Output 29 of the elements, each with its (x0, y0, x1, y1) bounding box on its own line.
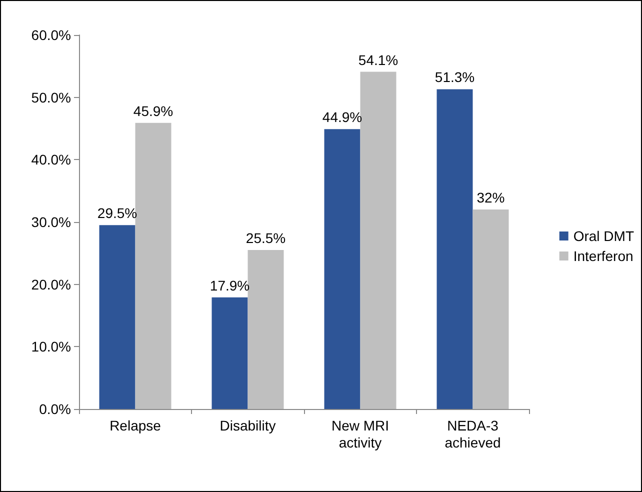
data-label: 44.9% (322, 109, 362, 126)
bar (248, 250, 284, 409)
data-label: 32% (476, 190, 505, 206)
y-tick-label: 30.0% (31, 214, 71, 230)
x-tick-label: Disability (220, 418, 276, 434)
y-tick-label: 20.0% (31, 276, 71, 292)
x-tick-label: Relapse (110, 418, 162, 434)
data-label: 17.9% (210, 277, 250, 294)
data-label: 29.5% (97, 205, 138, 222)
bar (324, 129, 360, 409)
y-tick-label: 40.0% (31, 152, 71, 168)
legend-label: Interferon (573, 248, 634, 264)
x-tick-label: NEDA-3 achieved (444, 418, 501, 450)
y-tick-label: 60.0% (31, 27, 71, 43)
x-tick-label: New MRI activity (331, 418, 390, 450)
bar (436, 89, 473, 409)
y-tick-label: 50.0% (31, 89, 71, 106)
data-label: 25.5% (246, 230, 286, 246)
data-label: 54.1% (358, 52, 398, 68)
legend-label: Oral DMT (573, 228, 634, 244)
y-tick-label: 0.0% (39, 401, 71, 417)
data-label: 45.9% (133, 102, 174, 119)
data-label: 51.3% (434, 69, 475, 86)
bar (212, 297, 248, 409)
bar (472, 210, 509, 409)
bar (135, 122, 172, 409)
bar (99, 225, 136, 409)
y-tick-label: 10.0% (31, 338, 71, 355)
bar (360, 72, 396, 409)
